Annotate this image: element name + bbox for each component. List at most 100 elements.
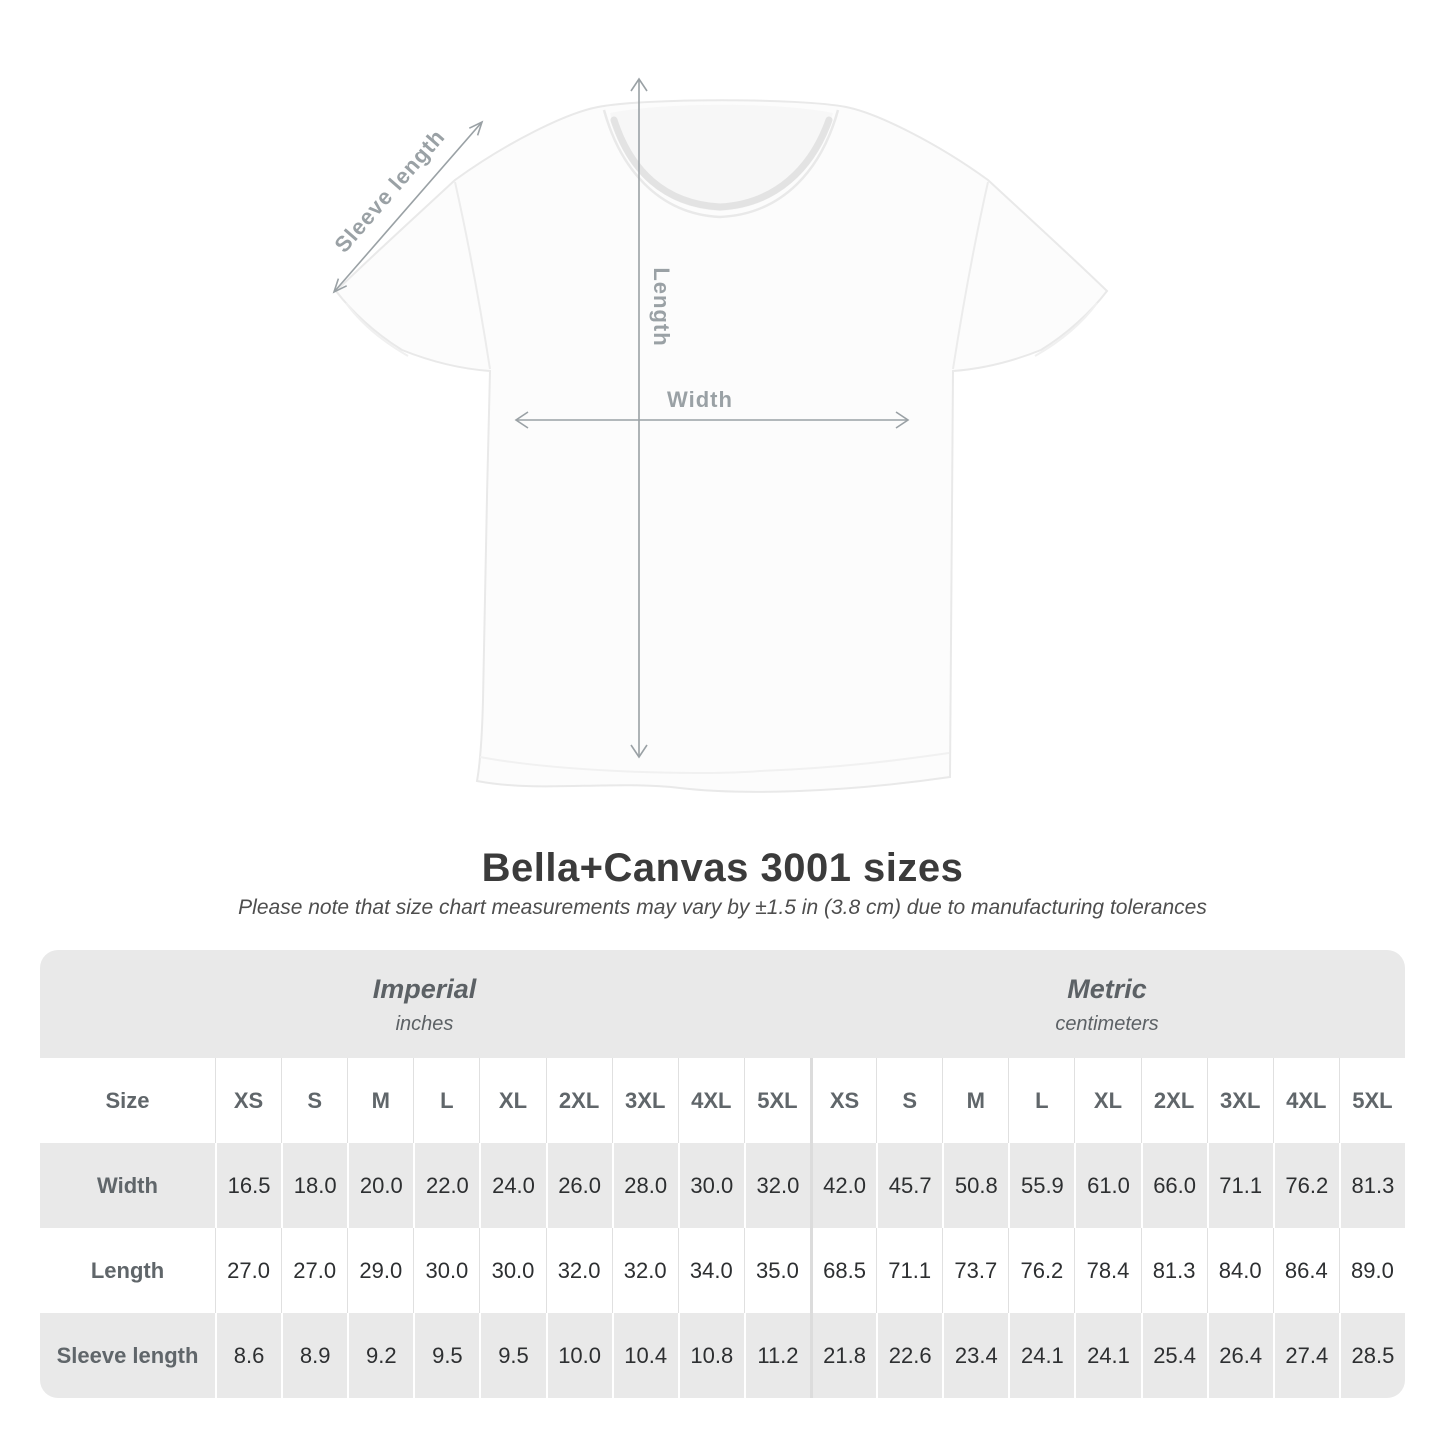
table-cell: 27.0 [281,1228,348,1313]
size-header: S [281,1058,348,1143]
tshirt-diagram: Sleeve length Length Width [329,77,1109,793]
table-cell: 22.6 [876,1313,943,1398]
unit-group-imperial: Imperial inches [40,950,809,1058]
table-cell: 9.2 [347,1313,414,1398]
size-header: XL [1074,1058,1141,1143]
table-cell: 76.2 [1008,1228,1075,1313]
table-cell: 30.0 [479,1228,546,1313]
table-cell: 35.0 [743,1228,810,1313]
size-header: 3XL [1206,1058,1273,1143]
table-cell: 28.0 [611,1143,678,1228]
table-cell: 71.1 [876,1228,943,1313]
table-cell: 26.4 [1206,1313,1273,1398]
width-arrow [514,411,910,429]
unit-group-metric: Metric centimeters [809,950,1405,1058]
table-cell: 81.3 [1338,1143,1405,1228]
table-cell: 71.1 [1206,1143,1273,1228]
tshirt-collar-band [602,109,840,219]
tshirt-right-armhole-seam [952,181,989,370]
table-cell: 11.2 [743,1313,810,1398]
table-cell: 22.0 [413,1143,480,1228]
table-cell: 26.0 [545,1143,612,1228]
page-subtitle: Please note that size chart measurements… [238,896,1207,919]
table-cell: 9.5 [413,1313,480,1398]
row-label-width: Width [40,1143,215,1228]
table-row-width: Width 16.5 18.0 20.0 22.0 24.0 26.0 28.0… [40,1143,1405,1228]
table-cell: 78.4 [1074,1228,1141,1313]
size-header: 3XL [611,1058,678,1143]
table-cell: 8.6 [215,1313,282,1398]
table-cell: 45.7 [876,1143,943,1228]
tshirt-bottom-hem [479,752,950,775]
unit-name-imperial: Imperial [372,974,477,1004]
table-cell: 86.4 [1272,1228,1339,1313]
width-label: Width [667,387,733,412]
table-cell: 32.0 [545,1228,612,1313]
size-header: M [942,1058,1009,1143]
table-cell: 24.1 [1008,1313,1075,1398]
size-chart-table: Imperial inches Metric centimeters Size … [40,950,1405,1398]
table-cell: 81.3 [1140,1228,1207,1313]
table-cell: 55.9 [1008,1143,1075,1228]
table-row-sizes: Size XS S M L XL 2XL 3XL 4XL 5XL XS S M … [40,1058,1405,1143]
table-cell: 16.5 [215,1143,282,1228]
table-cell: 42.0 [810,1143,877,1228]
tshirt-neck-shadow [610,116,833,211]
table-row-sleeve-length: Sleeve length 8.6 8.9 9.2 9.5 9.5 10.0 1… [40,1313,1405,1398]
table-cell: 25.4 [1140,1313,1207,1398]
unit-name-metric: Metric [1067,974,1147,1004]
size-header: 2XL [1140,1058,1207,1143]
table-cell: 66.0 [1140,1143,1207,1228]
row-label-sleeve-length: Sleeve length [40,1313,215,1398]
page-title: Bella+Canvas 3001 sizes [481,846,964,890]
table-cell: 9.5 [479,1313,546,1398]
table-cell: 68.5 [810,1228,877,1313]
size-header: XS [810,1058,877,1143]
length-label: Length [649,267,674,347]
sleeve-length-arrow [332,120,484,294]
table-cell: 32.0 [743,1143,810,1228]
table-cell: 10.0 [545,1313,612,1398]
table-cell: 73.7 [942,1228,1009,1313]
table-cell: 10.8 [677,1313,744,1398]
table-cell: 84.0 [1206,1228,1273,1313]
length-arrow [630,77,648,759]
table-cell: 76.2 [1272,1143,1339,1228]
size-header: S [876,1058,943,1143]
table-cell: 20.0 [347,1143,414,1228]
unit-sub-metric: centimeters [1055,1013,1159,1035]
table-cell: 18.0 [281,1143,348,1228]
table-cell: 28.5 [1338,1313,1405,1398]
table-cell: 23.4 [942,1313,1009,1398]
size-header: L [1008,1058,1075,1143]
size-header: L [413,1058,480,1143]
table-cell: 30.0 [413,1228,480,1313]
table-cell: 10.4 [611,1313,678,1398]
tshirt-right-sleeve-hem [1034,302,1098,357]
size-header: XL [479,1058,546,1143]
row-label-length: Length [40,1228,215,1313]
table-cell: 27.0 [215,1228,282,1313]
table-cell: 89.0 [1338,1228,1405,1313]
table-cell: 34.0 [677,1228,744,1313]
tshirt-illustration [332,77,1109,793]
table-cell: 27.4 [1272,1313,1339,1398]
table-cell: 61.0 [1074,1143,1141,1228]
table-cell: 24.1 [1074,1313,1141,1398]
unit-band: Imperial inches Metric centimeters [40,950,1405,1058]
size-header: 4XL [1272,1058,1339,1143]
tshirt-body [334,99,1109,793]
size-header: 2XL [545,1058,612,1143]
size-header: XS [215,1058,282,1143]
table-row-length: Length 27.0 27.0 29.0 30.0 30.0 32.0 32.… [40,1228,1405,1313]
table-cell: 24.0 [479,1143,546,1228]
tshirt-left-sleeve-hem [345,302,409,357]
table-cell: 30.0 [677,1143,744,1228]
table-cell: 21.8 [810,1313,877,1398]
unit-sub-imperial: inches [395,1013,454,1035]
tshirt-neck-opening [610,104,833,211]
row-label-size: Size [40,1058,215,1143]
table-cell: 29.0 [347,1228,414,1313]
size-header: 5XL [1338,1058,1405,1143]
